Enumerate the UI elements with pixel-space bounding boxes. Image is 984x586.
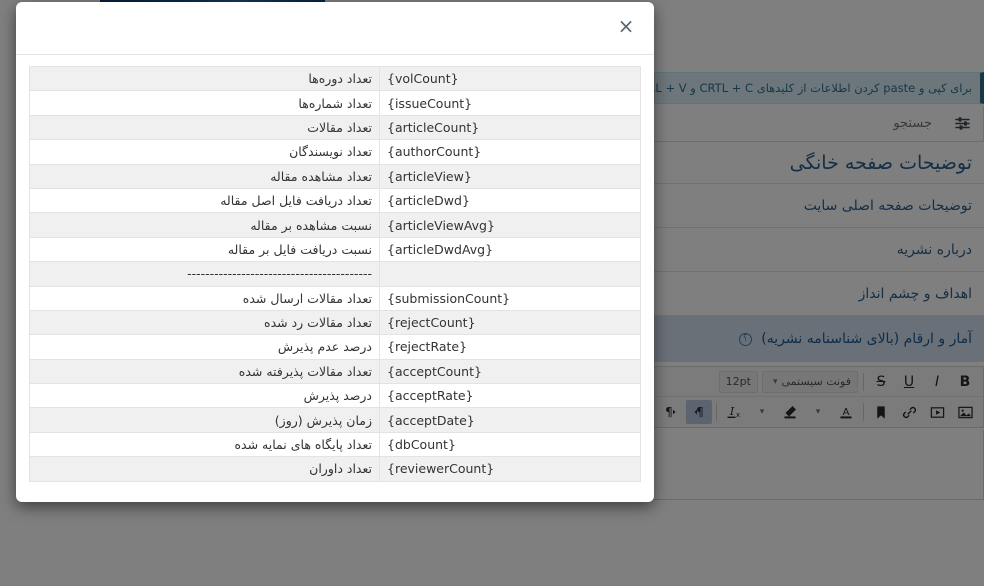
modal-header: × bbox=[16, 2, 654, 55]
table-row[interactable]: {rejectCount} تعداد مقالات رد شده bbox=[29, 309, 641, 336]
table-row[interactable]: {acceptCount} تعداد مقالات پذیرفته شده bbox=[29, 358, 641, 385]
variable-label-cell: درصد عدم پذیرش bbox=[29, 334, 380, 360]
modal-body: {volCount} تعداد دوره‌ها {issueCount} تعداد… bbox=[16, 55, 654, 482]
variable-token-cell[interactable]: {articleView} bbox=[379, 163, 641, 189]
variable-token-cell[interactable]: {articleDwd} bbox=[379, 187, 641, 214]
variable-token-cell[interactable]: {acceptRate} bbox=[379, 383, 641, 409]
variable-token-cell[interactable]: {submissionCount} bbox=[379, 285, 641, 311]
variable-label-cell: نسبت مشاهده بر مقاله bbox=[29, 212, 380, 238]
variable-label-cell: تعداد مقالات رد شده bbox=[29, 309, 380, 336]
table-row[interactable]: {articleDwd} تعداد دریافت فایل اصل مقاله bbox=[29, 187, 641, 214]
table-row[interactable]: {rejectRate} درصد عدم پذیرش bbox=[29, 334, 641, 360]
table-row[interactable]: {articleCount} تعداد مقالات bbox=[29, 114, 641, 141]
variable-label-cell: درصد پذیرش bbox=[29, 383, 380, 409]
table-row[interactable]: {issueCount} تعداد شماره‌ها bbox=[29, 90, 641, 116]
table-row[interactable]: {volCount} تعداد دوره‌ها bbox=[29, 65, 641, 92]
variable-token-cell[interactable] bbox=[379, 261, 641, 287]
variable-label-cell: تعداد دوره‌ها bbox=[29, 65, 380, 92]
variable-label-cell: نسبت دریافت فایل بر مقاله bbox=[29, 236, 380, 263]
variable-token-cell[interactable]: {dbCount} bbox=[379, 431, 641, 458]
variable-label-cell: زمان پذیرش (روز) bbox=[29, 407, 380, 433]
variable-token-cell[interactable]: {acceptCount} bbox=[379, 358, 641, 385]
variables-modal: × {volCount} تعداد دوره‌ها {issueCount} تعد… bbox=[16, 2, 654, 502]
table-row[interactable]: {articleDwdAvg} نسبت دریافت فایل بر مقاله bbox=[29, 236, 641, 263]
variable-token-cell[interactable]: {articleCount} bbox=[379, 114, 641, 141]
variable-label-cell: تعداد مقالات ارسال شده bbox=[29, 285, 380, 311]
close-icon[interactable]: × bbox=[612, 12, 640, 40]
variables-table: {volCount} تعداد دوره‌ها {issueCount} تعداد… bbox=[29, 65, 641, 482]
table-row[interactable]: ----------------------------------------… bbox=[29, 261, 641, 287]
table-row[interactable]: {submissionCount} تعداد مقالات ارسال شده bbox=[29, 285, 641, 311]
variable-token-cell[interactable]: {rejectRate} bbox=[379, 334, 641, 360]
variable-label-cell: تعداد مشاهده مقاله bbox=[29, 163, 380, 189]
variable-label-cell: تعداد شماره‌ها bbox=[29, 90, 380, 116]
variable-token-cell[interactable]: {articleViewAvg} bbox=[379, 212, 641, 238]
table-row[interactable]: {articleViewAvg} نسبت مشاهده بر مقاله bbox=[29, 212, 641, 238]
variable-token-cell[interactable]: {rejectCount} bbox=[379, 309, 641, 336]
variable-label-cell: تعداد داوران bbox=[29, 456, 380, 482]
variable-token-cell[interactable]: {reviewerCount} bbox=[379, 456, 641, 482]
table-row[interactable]: {reviewerCount} تعداد داوران bbox=[29, 456, 641, 482]
variable-label-cell: تعداد دریافت فایل اصل مقاله bbox=[29, 187, 380, 214]
variable-token-cell[interactable]: {authorCount} bbox=[379, 139, 641, 165]
table-row[interactable]: {authorCount} تعداد نویسندگان bbox=[29, 139, 641, 165]
table-row[interactable]: {acceptDate} زمان پذیرش (روز) bbox=[29, 407, 641, 433]
table-row[interactable]: {articleView} تعداد مشاهده مقاله bbox=[29, 163, 641, 189]
variable-token-cell[interactable]: {volCount} bbox=[379, 65, 641, 92]
variable-label-cell: تعداد مقالات پذیرفته شده bbox=[29, 358, 380, 385]
table-row[interactable]: {acceptRate} درصد پذیرش bbox=[29, 383, 641, 409]
variable-label-cell: ----------------------------------------… bbox=[29, 261, 380, 287]
variable-label-cell: تعداد نویسندگان bbox=[29, 139, 380, 165]
variable-token-cell[interactable]: {articleDwdAvg} bbox=[379, 236, 641, 263]
variable-token-cell[interactable]: {acceptDate} bbox=[379, 407, 641, 433]
variables-table-body: {volCount} تعداد دوره‌ها {issueCount} تعداد… bbox=[29, 65, 641, 482]
variable-token-cell[interactable]: {issueCount} bbox=[379, 90, 641, 116]
variable-label-cell: تعداد مقالات bbox=[29, 114, 380, 141]
variable-label-cell: تعداد پایگاه های نمایه شده bbox=[29, 431, 380, 458]
table-row[interactable]: {dbCount} تعداد پایگاه های نمایه شده bbox=[29, 431, 641, 458]
